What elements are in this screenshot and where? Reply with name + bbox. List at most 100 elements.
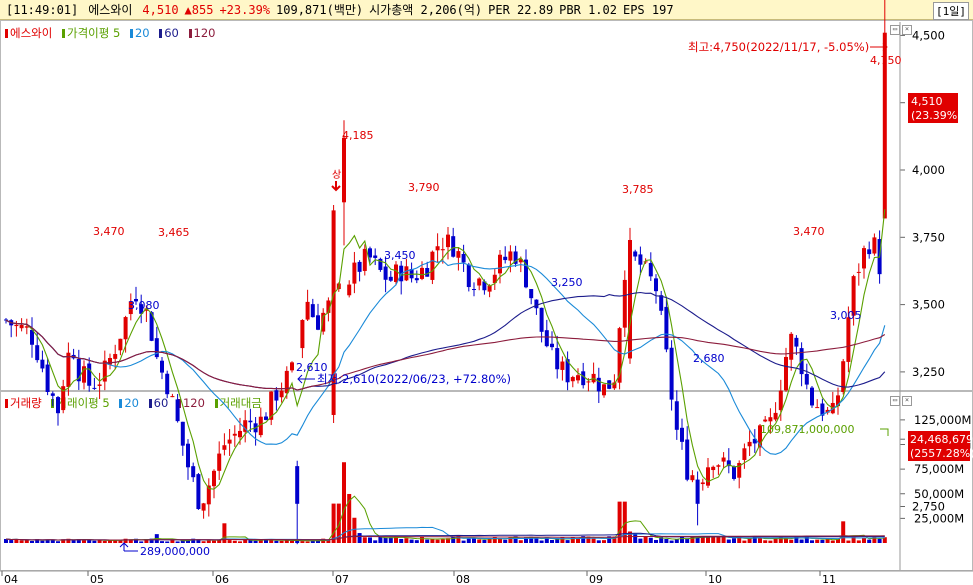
volume-bar xyxy=(222,523,227,543)
legend-item[interactable]: 20 xyxy=(134,26,150,40)
candle-body xyxy=(622,279,627,328)
legend-item[interactable]: 20 xyxy=(124,396,139,410)
level-label: 2,680 xyxy=(693,352,725,365)
upper-limit-arrow xyxy=(331,181,341,192)
legend-item[interactable]: 120 xyxy=(182,396,205,410)
candle-body xyxy=(680,427,684,442)
volume-bar xyxy=(617,501,622,543)
volume-bar xyxy=(165,541,170,543)
candle-body xyxy=(279,390,284,398)
close-icon[interactable]: × xyxy=(902,396,912,406)
candle-body xyxy=(664,306,669,350)
volume-bar xyxy=(352,517,357,543)
current-volume-badge xyxy=(908,431,970,461)
high-annotation: 최고:4,750(2022/11/17, -5.05%) xyxy=(688,40,869,54)
candle-body xyxy=(674,401,679,430)
volume-bar xyxy=(711,536,716,543)
volume-legend: 거래량 거래이평 5 20 60 120 거래대금 xyxy=(5,395,262,411)
candle-body xyxy=(66,352,71,387)
volume-bar xyxy=(97,540,102,543)
legend-item[interactable]: 에스와이 xyxy=(10,26,53,40)
volume-bar xyxy=(799,539,804,543)
volume-min-label: 289,000,000 xyxy=(140,545,210,558)
candle-body xyxy=(570,377,575,382)
legend-item[interactable]: 거래량 xyxy=(10,396,42,410)
candle-body xyxy=(706,467,710,486)
x-tick-label: 07 xyxy=(335,573,349,585)
legend-item[interactable]: 120 xyxy=(193,26,216,40)
candle-body xyxy=(711,466,716,471)
candle-body xyxy=(102,360,107,382)
volume-bar xyxy=(368,537,372,543)
legend-item[interactable]: 60 xyxy=(153,396,169,410)
candle-body xyxy=(529,289,534,299)
candle-body xyxy=(544,330,549,347)
x-tick-label: 09 xyxy=(589,573,603,585)
volume-bar xyxy=(118,540,123,543)
candle-body xyxy=(492,274,497,284)
candle-body xyxy=(685,439,690,480)
candle-body xyxy=(461,253,466,263)
legend-item[interactable]: 60 xyxy=(164,26,179,40)
candle-body xyxy=(825,409,830,413)
price-tick-label: 3,500 xyxy=(912,298,945,312)
volume-bar xyxy=(40,540,45,543)
legend-item[interactable]: 거래이평 5 xyxy=(56,396,110,410)
candle-body xyxy=(201,503,206,511)
volume-bar xyxy=(50,539,55,543)
volume-bar xyxy=(430,538,435,543)
volume-bar xyxy=(498,538,502,543)
volume-bar xyxy=(669,540,674,543)
candle-body xyxy=(264,416,268,420)
current-vol-pct-label: (2557.28%) xyxy=(910,447,973,460)
candle-body xyxy=(555,348,560,370)
candle-body xyxy=(383,266,388,280)
volume-bar xyxy=(747,538,752,543)
volume-bar xyxy=(607,536,612,543)
volume-bar xyxy=(295,539,300,543)
candle-body xyxy=(784,356,788,391)
volume-bar xyxy=(71,540,76,543)
volume-bar xyxy=(76,539,81,543)
candle-body xyxy=(269,391,274,420)
candle-body xyxy=(778,390,783,411)
candle-body xyxy=(40,359,45,369)
volume-bar xyxy=(628,531,632,543)
upper-limit-mark: 상 xyxy=(332,169,341,181)
volume-bar xyxy=(622,501,627,543)
volume-bar xyxy=(61,539,66,543)
volume-bar xyxy=(4,538,8,543)
candle-body xyxy=(596,377,601,392)
candle-body xyxy=(451,236,456,257)
volume-bar xyxy=(394,536,398,543)
price-tick-label: 4,500 xyxy=(912,28,945,42)
ma120-line xyxy=(5,319,886,391)
candle-body xyxy=(659,295,664,311)
volume-bar xyxy=(680,536,684,543)
volume-bar xyxy=(175,541,180,543)
eps-value: EPS 197 xyxy=(622,2,674,17)
candle-body xyxy=(45,364,50,392)
volume-bar xyxy=(310,540,315,543)
legend-item[interactable]: 가격이평 5 xyxy=(66,26,121,40)
close-icon[interactable]: × xyxy=(902,25,912,35)
volume-bar xyxy=(825,538,830,543)
candle-body xyxy=(165,373,170,395)
candle-body xyxy=(290,362,294,371)
per-value: PER 22.89 xyxy=(488,2,554,17)
candle-body xyxy=(430,251,435,280)
volume-bar xyxy=(425,539,430,543)
candle-body xyxy=(440,249,445,251)
candle-body xyxy=(82,366,86,383)
candle-body xyxy=(882,32,887,219)
volume-bar xyxy=(570,537,575,543)
candle-body xyxy=(342,137,346,203)
candle-body xyxy=(716,465,721,467)
legend-item[interactable]: 거래대금 xyxy=(219,396,262,410)
pct-value: +23.39% xyxy=(219,2,271,17)
candle-body xyxy=(446,234,450,248)
range-button[interactable]: [1일] xyxy=(933,2,969,20)
mcap-value: 시가총액 2,206(억) xyxy=(369,3,483,17)
candle-body xyxy=(258,416,263,436)
low-value-label: 2,610 xyxy=(296,361,328,374)
